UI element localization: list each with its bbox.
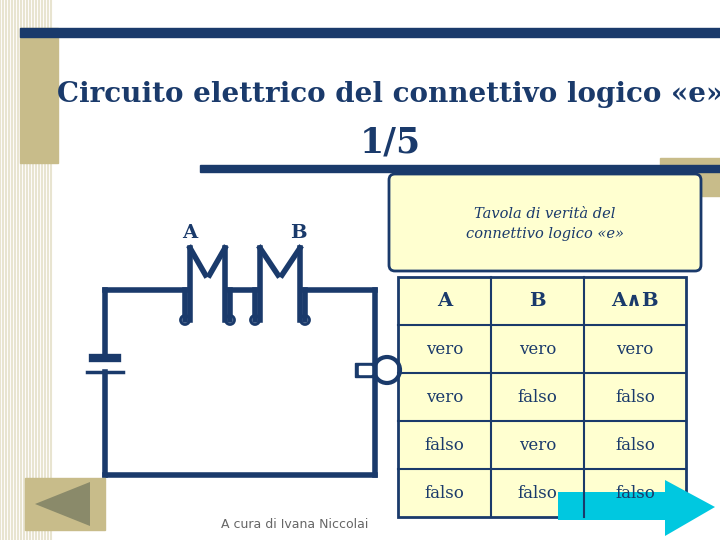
- Text: B: B: [289, 224, 306, 242]
- Bar: [398, 277, 686, 517]
- Text: vero: vero: [426, 388, 463, 406]
- Text: falso: falso: [518, 484, 557, 502]
- FancyBboxPatch shape: [389, 174, 701, 271]
- Text: vero: vero: [519, 341, 556, 357]
- Text: B: B: [529, 292, 546, 310]
- Text: 1/5: 1/5: [359, 126, 420, 160]
- Text: A cura di Ivana Niccolai: A cura di Ivana Niccolai: [221, 518, 369, 531]
- Text: Circuito elettrico del connettivo logico «e»: Circuito elettrico del connettivo logico…: [57, 82, 720, 109]
- Text: falso: falso: [615, 436, 655, 454]
- Text: falso: falso: [425, 436, 464, 454]
- Text: falso: falso: [518, 388, 557, 406]
- Text: A: A: [437, 292, 452, 310]
- Text: vero: vero: [616, 341, 654, 357]
- Text: falso: falso: [615, 388, 655, 406]
- Bar: [660, 158, 720, 196]
- Bar: [20, 28, 720, 37]
- Bar: [355, 363, 375, 377]
- Text: Tavola di verità del
connettivo logico «e»: Tavola di verità del connettivo logico «…: [466, 207, 624, 241]
- Bar: [20, 28, 58, 163]
- Text: falso: falso: [615, 484, 655, 502]
- Bar: [200, 165, 720, 172]
- Text: A∧B: A∧B: [611, 292, 659, 310]
- Bar: [359, 366, 371, 374]
- Bar: [25, 478, 105, 530]
- Text: vero: vero: [426, 341, 463, 357]
- Text: vero: vero: [519, 436, 556, 454]
- Polygon shape: [558, 480, 715, 536]
- Text: falso: falso: [425, 484, 464, 502]
- Polygon shape: [35, 482, 90, 526]
- Text: A: A: [182, 224, 197, 242]
